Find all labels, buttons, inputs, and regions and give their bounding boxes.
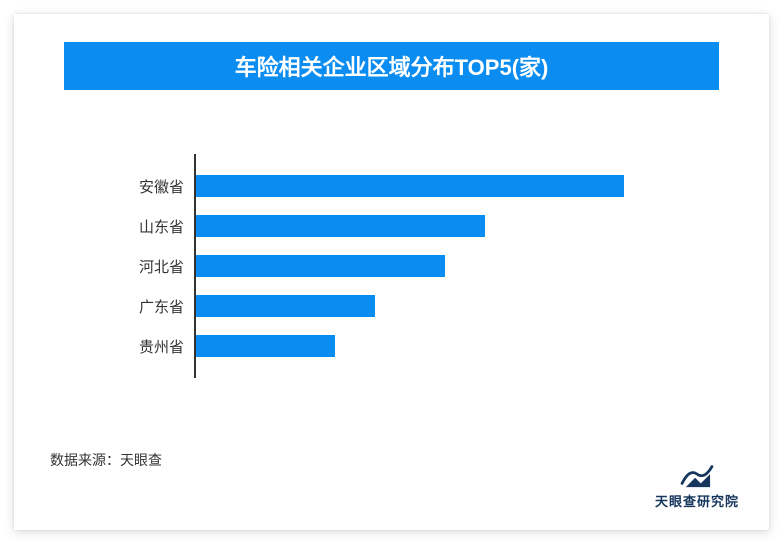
- bar: [196, 215, 485, 237]
- bar-label: 贵州省: [134, 336, 194, 357]
- bar: [196, 295, 375, 317]
- bar-label: 山东省: [134, 216, 194, 237]
- data-source: 数据来源：天眼查: [50, 450, 162, 470]
- chart-title-bar: 车险相关企业区域分布TOP5(家): [64, 42, 719, 90]
- data-source-text: 数据来源：天眼查: [50, 452, 162, 468]
- bar: [196, 335, 335, 357]
- brand-logo-icon: [678, 461, 716, 489]
- brand-logo-text: 天眼查研究院: [655, 491, 739, 510]
- axis-bottom: [194, 366, 694, 378]
- brand-logo: 天眼查研究院: [655, 461, 739, 510]
- bar-row: 广东省: [134, 286, 694, 326]
- bar-track: [194, 326, 694, 366]
- chart-card: 车险相关企业区域分布TOP5(家) 安徽省 山东省 河北省 广东省: [14, 14, 769, 530]
- bar-label: 河北省: [134, 256, 194, 277]
- bar-label: 安徽省: [134, 176, 194, 197]
- bar-label: 广东省: [134, 296, 194, 317]
- bar: [196, 175, 624, 197]
- bar-row: 河北省: [134, 246, 694, 286]
- bar-track: [194, 286, 694, 326]
- axis-top: [194, 154, 694, 166]
- axis-top-space: [134, 154, 694, 166]
- bar-chart: 安徽省 山东省 河北省 广东省 贵州省: [134, 154, 694, 384]
- bar-track: [194, 166, 694, 206]
- bar-row: 山东省: [134, 206, 694, 246]
- axis-bottom-space: [134, 366, 694, 378]
- chart-title-text: 车险相关企业区域分布TOP5(家): [235, 50, 549, 82]
- bar-track: [194, 206, 694, 246]
- bar-row: 安徽省: [134, 166, 694, 206]
- bar-row: 贵州省: [134, 326, 694, 366]
- bar-track: [194, 246, 694, 286]
- bar: [196, 255, 445, 277]
